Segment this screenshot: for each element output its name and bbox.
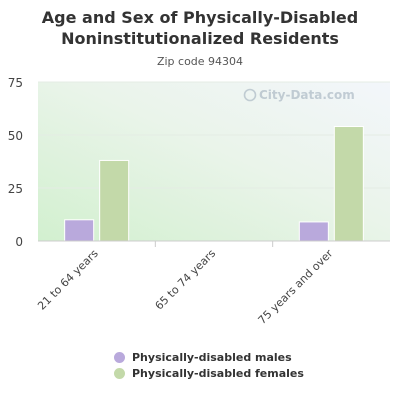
- legend-label: Physically-disabled females: [132, 367, 304, 380]
- bar-males-2: [298, 221, 329, 242]
- y-tick-label: 75: [8, 76, 23, 90]
- y-tick-label: 50: [8, 129, 23, 143]
- bar-females-0: [99, 159, 130, 242]
- watermark: City-Data.com: [243, 88, 355, 102]
- chart-title: Age and Sex of Physically-Disabled Nonins…: [41, 8, 359, 48]
- chart-subtitle: Zip code 94304: [156, 55, 244, 68]
- watermark-text: City-Data.com: [259, 88, 355, 102]
- plot-area: [38, 82, 390, 241]
- chart-legend: Physically-disabled males Physically-disa…: [114, 350, 304, 382]
- y-tick-label: 0: [15, 235, 23, 249]
- y-tick-label: 25: [8, 182, 23, 196]
- x-tick-label: 65 to 74 years: [152, 247, 218, 313]
- legend-item: Physically-disabled males: [114, 350, 304, 365]
- bar-females-2: [333, 126, 364, 242]
- x-tick-label: 21 to 64 years: [35, 247, 101, 313]
- legend-swatch: [114, 352, 125, 363]
- legend-item: Physically-disabled females: [114, 366, 304, 381]
- watermark-logo-icon: [243, 88, 257, 102]
- legend-label: Physically-disabled males: [132, 351, 292, 364]
- bar-males-0: [64, 219, 95, 242]
- legend-swatch: [114, 368, 125, 379]
- x-tick-label: 75 years and over: [256, 247, 336, 327]
